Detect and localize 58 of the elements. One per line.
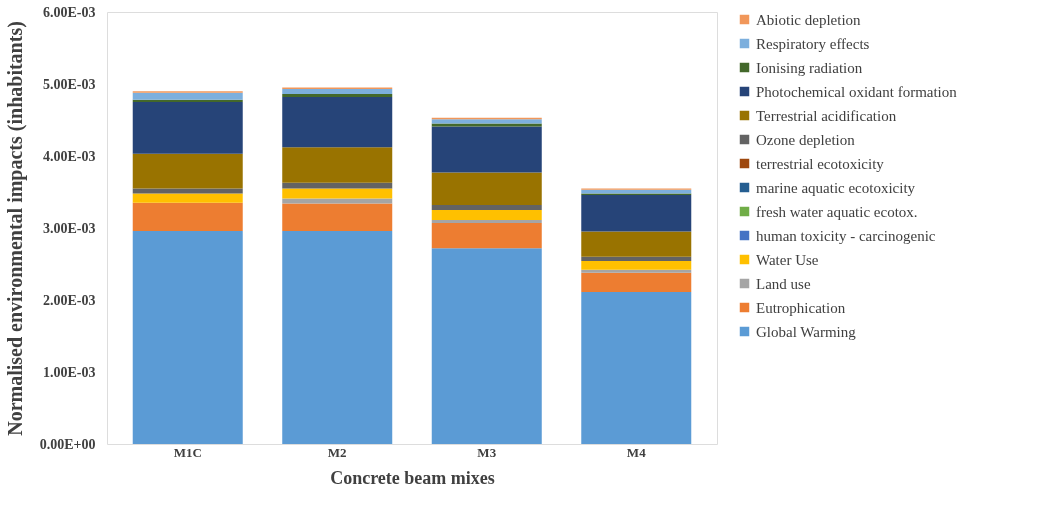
bar [282, 230, 393, 444]
y-axis-title: Normalised environmental impacts (inhabitants) [3, 21, 27, 436]
legend-label: human toxicity - carcinogenic [756, 227, 936, 244]
bar [431, 204, 542, 210]
bar [132, 188, 243, 194]
legend-label: Global Warming [756, 323, 857, 340]
bar [581, 269, 692, 273]
bar [282, 203, 393, 231]
bar [282, 89, 393, 95]
y-tick-label: 5.00E-03 [43, 76, 96, 92]
legend-label: Terrestrial acidification [756, 107, 897, 124]
bar [132, 153, 243, 189]
legend-label: marine aquatic ecotoxicity [756, 179, 916, 196]
bar [431, 248, 542, 444]
y-tick-label: 3.00E-03 [43, 220, 96, 236]
legend-label: Water Use [756, 251, 819, 268]
legend-label: Land use [756, 275, 811, 292]
bar [132, 230, 243, 444]
bar [431, 126, 542, 173]
bar [581, 272, 692, 293]
bar [431, 119, 542, 124]
bar [431, 172, 542, 205]
legend-label: fresh water aquatic ecotox. [756, 203, 918, 220]
y-tick-label: 2.00E-03 [43, 292, 96, 308]
bar [282, 198, 393, 204]
legend-label: Ozone depletion [756, 131, 856, 148]
x-tick-label: M1C [173, 444, 202, 460]
bar [282, 94, 393, 97]
x-axis-title: Concrete beam mixes [330, 467, 495, 488]
legend-label: Photochemical oxidant formation [756, 83, 958, 100]
x-tick-label: M2 [327, 444, 347, 460]
bar [581, 256, 692, 262]
bar [282, 188, 393, 199]
bar [132, 202, 243, 231]
y-tick-label: 6.00E-03 [43, 4, 96, 20]
y-tick-label: 1.00E-03 [43, 364, 96, 380]
y-tick-label: 4.00E-03 [43, 148, 96, 164]
bar [282, 96, 393, 148]
bar [581, 194, 692, 232]
bar [431, 222, 542, 249]
bar [431, 220, 542, 223]
bar [431, 210, 542, 221]
bar [581, 231, 692, 257]
legend-label: Abiotic depletion [756, 11, 862, 28]
legend-label: terrestrial ecotoxicity [756, 155, 885, 172]
bar [132, 193, 243, 203]
y-tick-label: 0.00E+00 [39, 436, 96, 452]
bar [581, 261, 692, 270]
bar [132, 102, 243, 154]
legend-label: Ionising radiation [756, 59, 863, 76]
bar [132, 92, 243, 100]
bar [581, 292, 692, 444]
legend-label: Respiratory effects [756, 35, 870, 52]
x-tick-label: M4 [626, 444, 647, 460]
legend-label: Eutrophication [756, 299, 846, 316]
x-tick-label: M3 [477, 444, 497, 460]
bar [132, 99, 243, 102]
bar [282, 147, 393, 183]
